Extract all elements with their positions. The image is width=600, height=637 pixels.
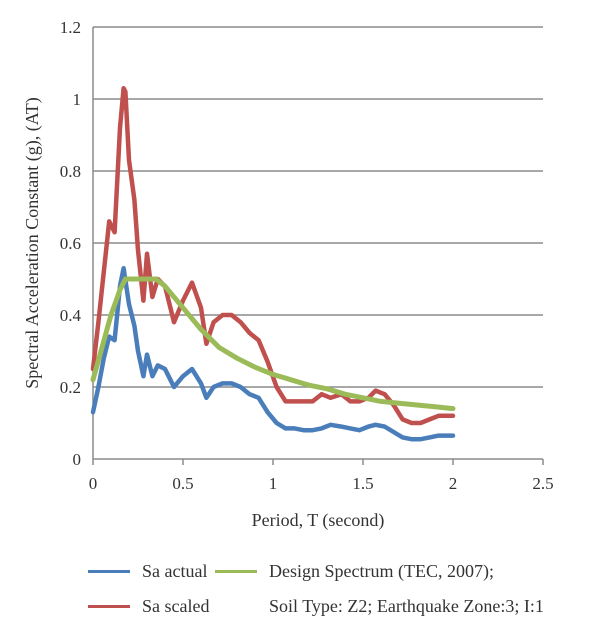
y-tick-label: 0.8 <box>60 162 81 181</box>
series-line-sa-actual <box>90 265 456 442</box>
x-tick-label: 0.5 <box>172 474 193 493</box>
legend-item-design-spectrum: Design Spectrum (TEC, 2007); <box>215 561 494 582</box>
y-axis-title: Spectral Acceleration Constant (g), (AT) <box>22 97 43 388</box>
y-tick-label: 1 <box>73 90 82 109</box>
legend-swatch-sa-actual <box>88 570 130 573</box>
x-tick-label: 0 <box>89 474 98 493</box>
axes <box>92 27 544 465</box>
gridlines <box>93 26 543 388</box>
y-tick-label: 0.4 <box>60 306 82 325</box>
series-line-sa-scaled <box>90 85 456 426</box>
x-tick-label: 1 <box>269 474 278 493</box>
legend-swatch-sa-scaled <box>88 605 130 608</box>
legend-label-sa-scaled: Sa scaled <box>142 596 210 616</box>
x-tick-label: 2 <box>449 474 458 493</box>
x-tick-labels: 0 0.5 1 1.5 2 2.5 <box>89 474 554 493</box>
chart: 0 0.2 0.4 0.6 0.8 1 1.2 0 0.5 1 1.5 2 2.5 Spectral … <box>22 18 554 531</box>
x-tick-label: 2.5 <box>532 474 553 493</box>
series-lines <box>90 85 456 442</box>
y-tick-label: 0.2 <box>60 378 81 397</box>
y-tick-labels: 0 0.2 0.4 0.6 0.8 1 1.2 <box>60 18 82 469</box>
legend-label-sa-actual: Sa actual <box>142 561 208 581</box>
legend-note: Soil Type: Z2; Earthquake Zone:3; I:1 <box>269 596 544 616</box>
y-tick-label: 0.6 <box>60 234 81 253</box>
y-tick-label: 1.2 <box>60 18 81 37</box>
x-axis-title: Period, T (second) <box>252 510 385 531</box>
x-tick-label: 1.5 <box>352 474 373 493</box>
y-tick-label: 0 <box>73 450 82 469</box>
legend-swatch-design-spectrum <box>215 570 257 573</box>
legend-item-sa-actual: Sa actual <box>88 561 207 582</box>
legend-item-sa-scaled: Sa scaled <box>88 596 209 617</box>
legend-label-design-spectrum: Design Spectrum (TEC, 2007); <box>269 561 494 581</box>
series-line-design-spectrum <box>90 276 456 412</box>
